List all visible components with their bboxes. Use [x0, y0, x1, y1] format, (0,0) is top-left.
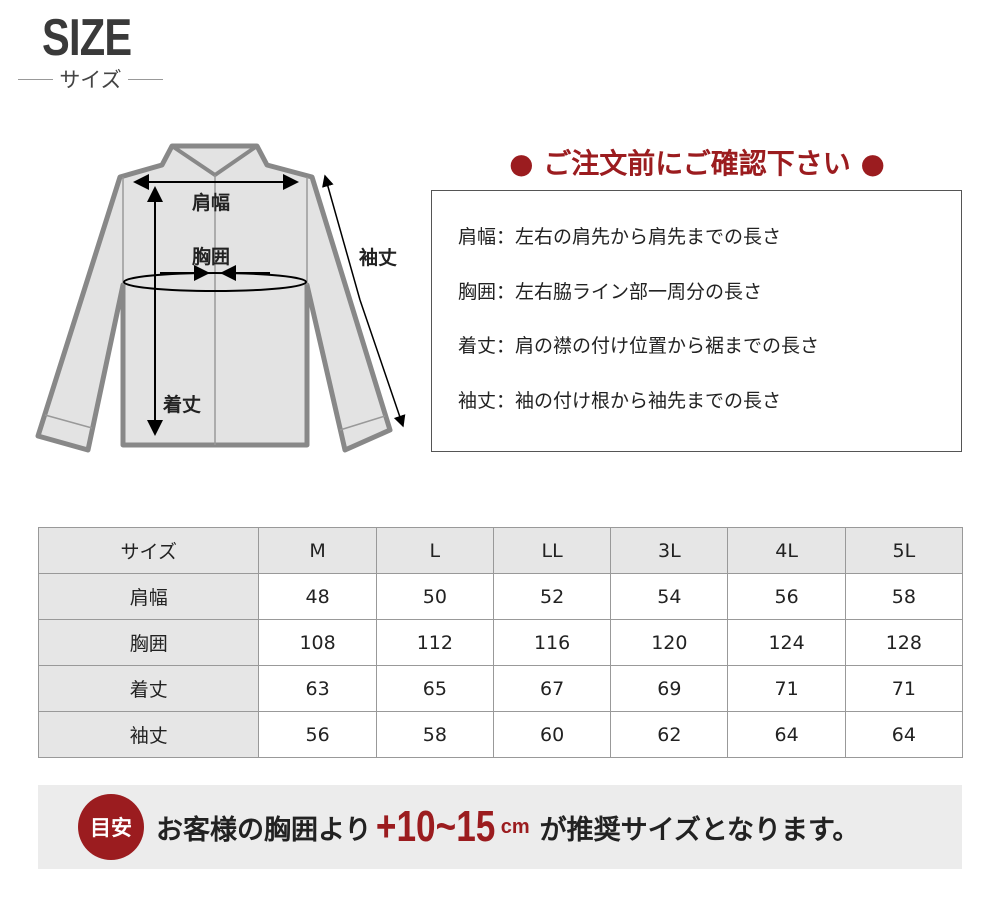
banner-unit: cm: [500, 815, 530, 838]
page-subtitle: サイズ: [18, 64, 163, 94]
table-cell: 5L: [844, 527, 964, 574]
table-cell: 116: [492, 619, 612, 666]
shirt-diagram: [35, 143, 406, 453]
guide-badge: 目安: [78, 794, 144, 860]
table-cell: 3L: [610, 527, 729, 574]
size-table: サイズ M L LL 3L 4L 5L 肩幅 48 50 52 54 56 58 胸囲 108 112 116 12…: [37, 527, 964, 758]
table-cell: 56: [258, 711, 377, 758]
table-cell: M: [258, 527, 377, 574]
note-item: 肩幅：左右の肩先から肩先までの長さ: [458, 226, 782, 248]
table-cell: 65: [375, 665, 494, 712]
table-cell: 50: [375, 573, 494, 620]
notes-box: 肩幅：左右の肩先から肩先までの長さ 胸囲：左右脇ライン部一周分の長さ 着丈：肩の…: [431, 190, 962, 452]
table-cell: 128: [844, 619, 964, 666]
table-cell: 112: [375, 619, 494, 666]
row-label: サイズ: [37, 527, 260, 574]
label-chest: 胸囲: [192, 246, 231, 268]
banner-text-2: が推奨サイズとなります。: [539, 814, 860, 846]
table-row: 肩幅 48 50 52 54 56 58: [37, 573, 964, 620]
row-label: 着丈: [37, 665, 260, 712]
table-cell: 108: [258, 619, 377, 666]
table-cell: 63: [258, 665, 377, 712]
table-cell: 62: [610, 711, 729, 758]
notice-heading: ● ご注文前にご確認下さい ●: [509, 147, 885, 180]
table-cell: 64: [844, 711, 964, 758]
table-cell: 71: [727, 665, 846, 712]
row-label: 肩幅: [37, 573, 260, 620]
recommendation-banner: 目安 お客様の胸囲より +10~15 cm が推奨サイズとなります。: [38, 785, 962, 869]
table-cell: 64: [727, 711, 846, 758]
table-cell: 56: [727, 573, 846, 620]
page-title: SIZE: [42, 9, 132, 67]
note-item: 袖丈：袖の付け根から袖先までの長さ: [458, 389, 782, 412]
row-label: 袖丈: [37, 711, 260, 758]
table-cell: L: [375, 527, 494, 574]
table-cell: 4L: [727, 527, 846, 574]
label-length: 着丈: [163, 394, 202, 416]
table-cell: 124: [727, 619, 846, 666]
table-cell: 69: [610, 665, 729, 712]
note-item: 胸囲：左右脇ライン部一周分の長さ: [458, 280, 763, 303]
subtitle-text: サイズ: [59, 68, 122, 92]
table-cell: 67: [492, 665, 612, 712]
table-row: 袖丈 56 58 60 62 64 64: [37, 711, 964, 758]
banner-highlight: +10~15: [376, 802, 496, 851]
table-row: 着丈 63 65 67 69 71 71: [37, 665, 964, 712]
table-cell: 54: [610, 573, 729, 620]
label-shoulder: 肩幅: [192, 192, 231, 214]
row-label: 胸囲: [37, 619, 260, 666]
table-cell: 52: [492, 573, 612, 620]
table-row: 胸囲 108 112 116 120 124 128: [37, 619, 964, 666]
table-cell: 60: [492, 711, 612, 758]
note-item: 着丈：肩の襟の付け位置から裾までの長さ: [458, 335, 820, 357]
table-cell: 58: [375, 711, 494, 758]
label-sleeve: 袖丈: [359, 247, 398, 269]
table-cell: 48: [258, 573, 377, 620]
table-cell: 58: [844, 573, 964, 620]
table-header-row: サイズ M L LL 3L 4L 5L: [37, 527, 964, 574]
table-cell: LL: [492, 527, 612, 574]
banner-text-1: お客様の胸囲より: [156, 814, 372, 846]
table-cell: 71: [844, 665, 964, 712]
table-cell: 120: [610, 619, 729, 666]
